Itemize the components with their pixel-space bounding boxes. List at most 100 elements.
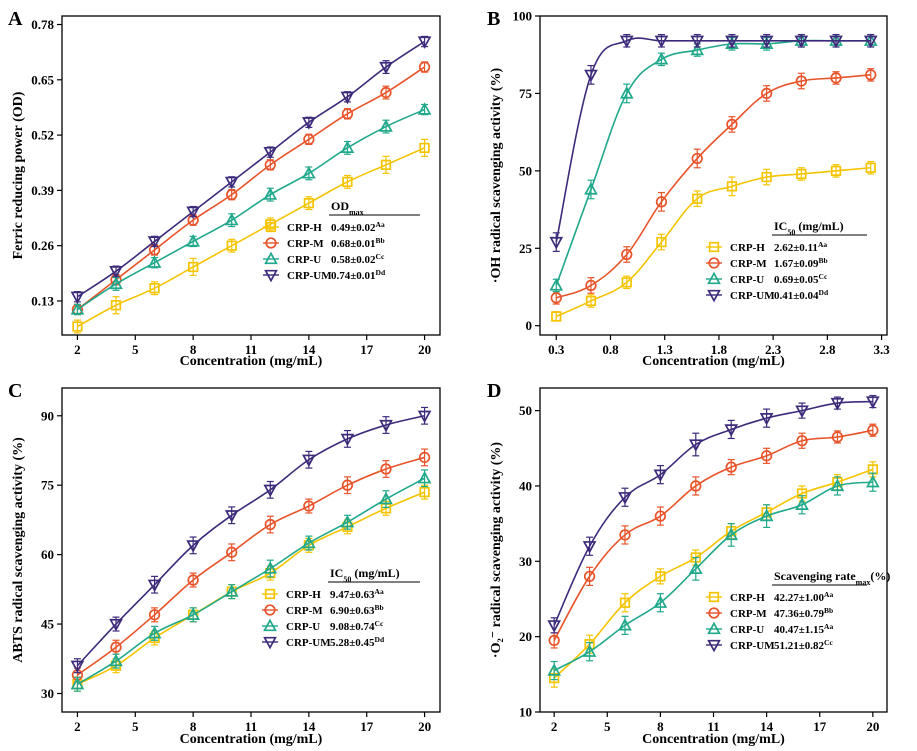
data-point [147, 236, 162, 249]
x-tick-label: 5 [132, 719, 139, 734]
series-crp-u [70, 469, 432, 692]
series-crp-um [70, 406, 432, 674]
data-point [831, 431, 844, 443]
data-point [263, 146, 278, 160]
x-tick-label: 2 [551, 719, 558, 734]
x-tick-label: 5 [132, 342, 139, 357]
data-point [585, 295, 597, 307]
data-point [187, 574, 199, 586]
series-line [555, 37, 871, 243]
y-tick-label: 30 [41, 686, 54, 701]
data-point [109, 653, 123, 667]
data-point [264, 518, 276, 531]
series-crp-m [550, 68, 877, 305]
plot-frame [61, 15, 441, 336]
legend-swatch-marker [265, 237, 277, 249]
legend-series-value: 0.49±0.02Aa [331, 220, 385, 235]
data-point [72, 321, 83, 332]
data-point [867, 424, 879, 436]
series-line [76, 456, 425, 676]
data-point [690, 35, 705, 49]
legend-header: ODmax [331, 199, 364, 217]
data-point [379, 61, 393, 75]
legend-header: IC50 (mg/mL) [774, 219, 844, 237]
series-crp-u [70, 102, 432, 316]
y-tick-label: 0.65 [31, 72, 54, 87]
series-line [553, 429, 873, 641]
data-point [226, 188, 238, 201]
y-tick-label: 10 [519, 705, 532, 720]
data-point [654, 35, 669, 49]
legend-series-value: 0.58±0.02Cc [331, 252, 385, 267]
data-point [342, 176, 353, 188]
data-point [692, 193, 703, 204]
data-point [186, 540, 200, 553]
data-point [110, 300, 122, 311]
legend-swatch-marker [707, 621, 721, 635]
data-point [70, 660, 85, 674]
x-tick-label: 5 [604, 719, 611, 734]
data-point [582, 541, 597, 554]
data-point [618, 617, 632, 631]
data-point [688, 561, 703, 574]
legend-series-name: CRP-U [730, 274, 764, 286]
series-line [77, 491, 425, 685]
data-point [226, 546, 238, 558]
legend-series-value: 6.90±0.63Bb [330, 603, 384, 618]
x-tick-label: 20 [418, 719, 431, 734]
data-point [724, 527, 739, 541]
data-point [418, 451, 431, 464]
data-point [341, 479, 354, 491]
legend-series-name: CRP-M [286, 605, 323, 617]
data-point [549, 236, 564, 250]
x-axis-label: Concentration (mg/mL) [180, 732, 323, 747]
y-axis-label: Ferric reducing power (OD) [11, 91, 26, 259]
data-point [224, 584, 239, 597]
y-axis-label: ABTS radical scavenging activity (%) [11, 437, 26, 663]
data-point [726, 118, 738, 131]
legend: IC50 (mg/mL) CRP-H 9.47±0.63Aa CRP-M 6.90±0.… [262, 566, 420, 650]
data-point [547, 620, 561, 633]
data-point [380, 86, 392, 99]
data-point [418, 61, 431, 73]
data-point [653, 595, 668, 608]
legend-series-value: 0.68±0.01Bb [331, 236, 385, 251]
data-point [760, 450, 773, 462]
data-point [340, 514, 355, 528]
legend-swatch-marker [263, 618, 277, 632]
data-point [380, 159, 392, 171]
series-line [553, 468, 874, 679]
data-point [619, 35, 634, 49]
data-point [585, 279, 597, 292]
data-point [830, 165, 842, 177]
legend-series-name: CRP-UM [287, 270, 332, 282]
chart-panel-b: B 0.3 0.8 1.3 1.8 2.3 2.8 3.3 0 25 50 75 100 Concentr… [487, 8, 890, 369]
legend-swatch-marker [708, 257, 720, 269]
series-line [76, 414, 425, 667]
legend-swatch-marker [707, 639, 721, 653]
data-point [829, 35, 843, 49]
legend-series-name: CRP-H [286, 589, 321, 601]
series-line [76, 40, 426, 298]
data-point [621, 248, 633, 261]
data-point [264, 159, 276, 171]
x-tick-label: 2 [74, 719, 81, 734]
data-point [794, 35, 809, 49]
data-point [147, 579, 162, 593]
legend: Scavenging ratemax(%) CRP-H 42.27±1.00Aa CR… [706, 569, 890, 653]
series-crp-h [551, 160, 876, 322]
series-crp-u [549, 33, 878, 293]
data-point [224, 212, 239, 226]
data-point [419, 142, 430, 154]
data-point [417, 102, 432, 115]
legend-swatch-marker [263, 636, 277, 650]
data-point [866, 474, 880, 488]
data-point [584, 182, 598, 195]
data-point [619, 529, 631, 541]
data-point [302, 535, 316, 549]
x-tick-label: 2 [74, 342, 81, 357]
x-tick-label: 17 [813, 719, 827, 734]
legend-swatch-marker [265, 221, 277, 233]
data-point [379, 491, 393, 505]
